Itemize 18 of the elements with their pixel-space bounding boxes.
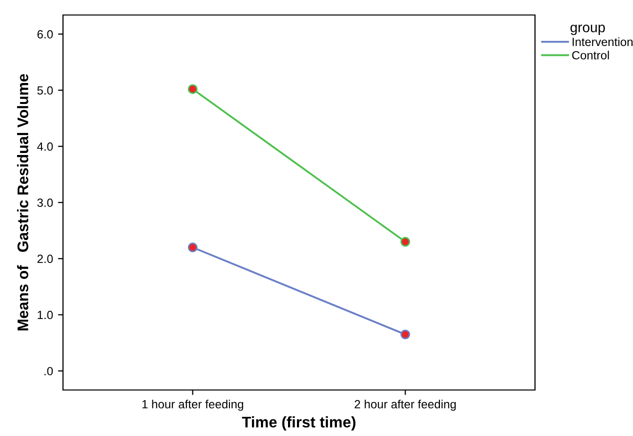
legend-title: group (570, 24, 605, 36)
y-tick-label: 1.0 (38, 310, 53, 320)
x-tick-label: 2 hour after feeding (354, 400, 456, 411)
y-tick-label: 6.0 (37, 30, 53, 38)
y-tick-label: 3.0 (37, 198, 53, 207)
x-axis-title: Time (first time) (242, 416, 356, 431)
y-tick-label: 5.0 (37, 86, 53, 95)
point (400, 330, 410, 340)
y-tick-label: .0 (44, 366, 53, 376)
y-tick-label: 4.0 (37, 142, 53, 151)
point (188, 242, 198, 252)
legend-label: Intervention (572, 37, 633, 46)
legend-label: Control (572, 50, 609, 60)
x-tick-label: 1 hour after feeding (142, 400, 244, 411)
point (188, 84, 198, 94)
point (400, 236, 410, 247)
y-axis-title: Means of Gastric Residual Volume (17, 74, 28, 330)
y-tick-label: 2.0 (37, 254, 53, 264)
